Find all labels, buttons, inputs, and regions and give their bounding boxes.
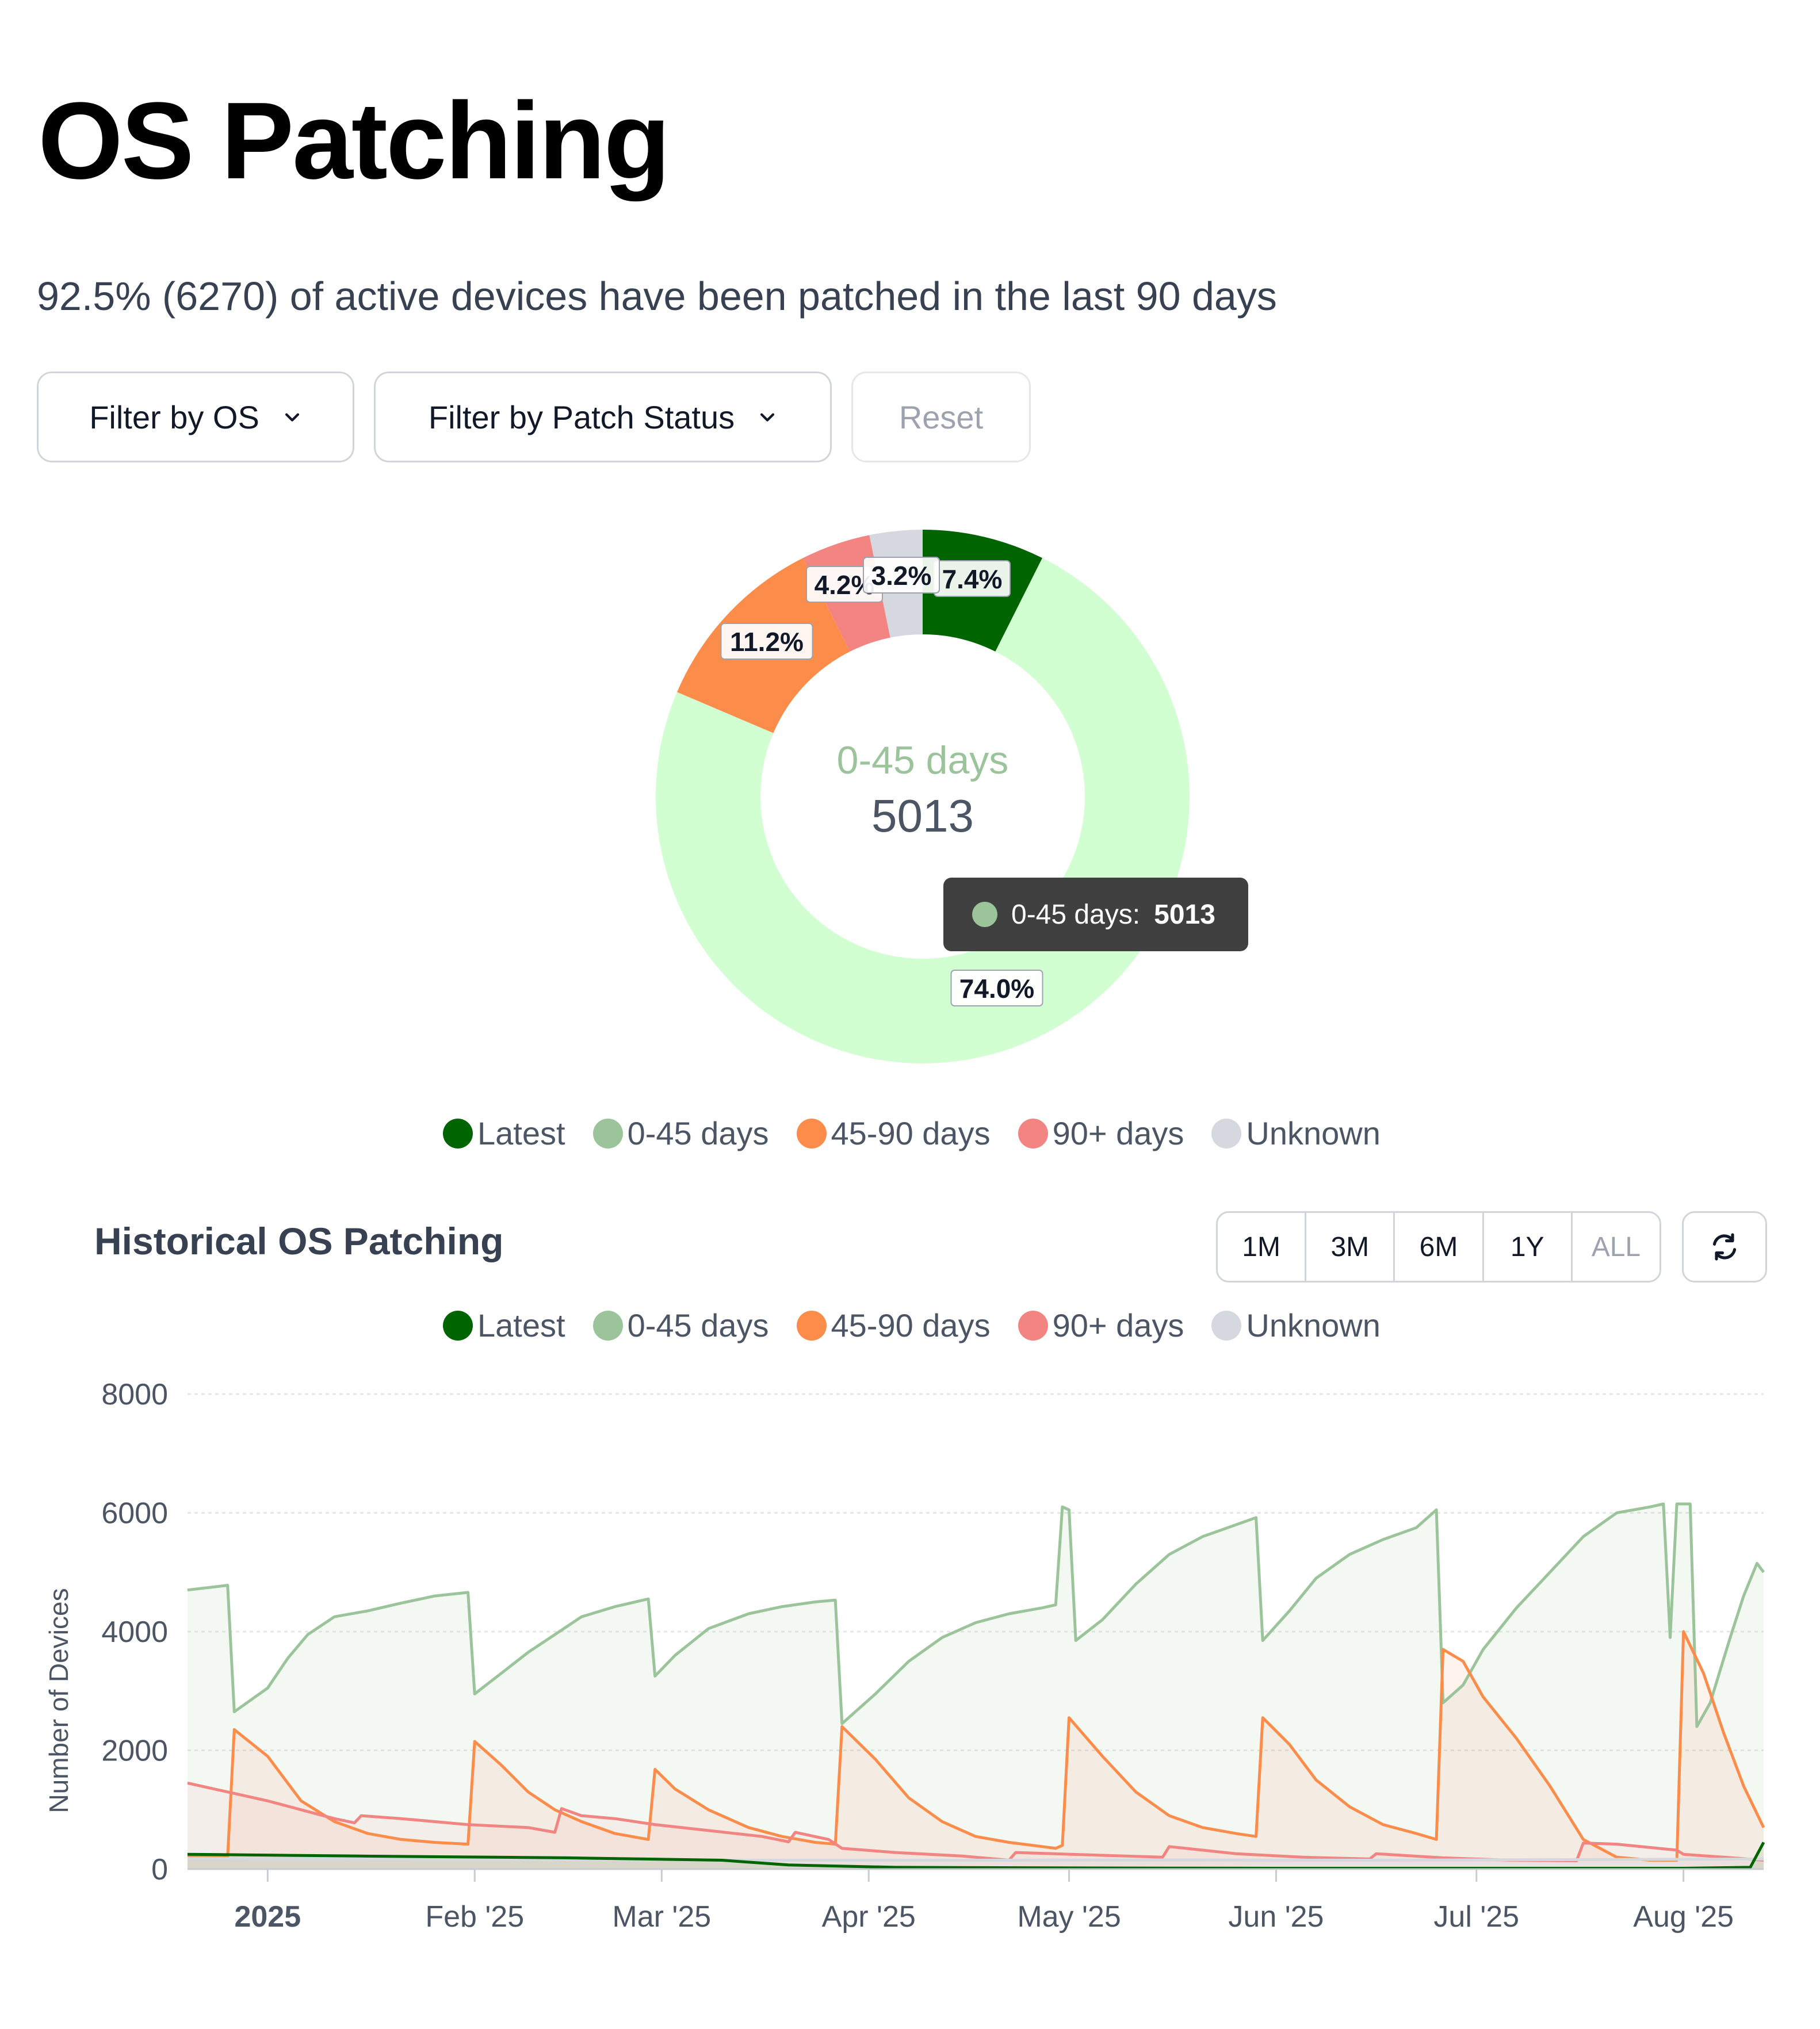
legend-dot [1211, 1118, 1242, 1149]
x-tick-label: 2025 [234, 1900, 301, 1934]
x-tick-label: Aug '25 [1633, 1900, 1734, 1934]
area-latest [188, 1842, 1764, 1869]
x-tick-label: May '25 [1017, 1900, 1121, 1934]
reset-label: Reset [898, 399, 984, 435]
page-title: OS Patching [38, 80, 671, 202]
legend-dot [592, 1118, 623, 1149]
y-axis-title: Number of Devices [44, 1588, 74, 1813]
filter-by-patch-status-label: Filter by Patch Status [428, 399, 735, 435]
area-days-90-plus [188, 1783, 1764, 1869]
filter-by-os-label: Filter by OS [89, 399, 259, 435]
legend-label: Unknown [1246, 1307, 1381, 1343]
refresh-icon [1712, 1233, 1737, 1261]
legend-item-unknown[interactable]: Unknown [1211, 1115, 1381, 1152]
donut-center-label: 0-45 days [837, 738, 1009, 782]
donut-data-label-days-45-90: 11.2% [720, 623, 813, 660]
patch-summary: 92.5% (6270) of active devices have been… [37, 274, 1277, 319]
legend-item-latest[interactable]: Latest [443, 1115, 565, 1152]
y-tick-label: 4000 [101, 1615, 168, 1649]
y-tick-label: 6000 [101, 1497, 168, 1530]
chevron-down-icon [285, 413, 299, 422]
patch-status-donut-chart: 7.4%74.0%11.2%4.2%3.2% 0-45 days 5013 [655, 530, 1190, 1063]
range-1m-button[interactable]: 1M [1218, 1213, 1307, 1281]
donut-data-label-latest: 7.4% [934, 560, 1011, 597]
legend-label: 0-45 days [627, 1115, 769, 1151]
legend-item-days-0-45[interactable]: 0-45 days [592, 1115, 769, 1152]
legend-dot [592, 1310, 623, 1341]
historical-patching-chart: 0 2000 4000 6000 8000 2025 Feb '25 Mar '25 Apr '… [44, 1378, 1765, 1934]
reset-button[interactable]: Reset [851, 372, 1031, 462]
x-tick-label: Jul '25 [1433, 1900, 1519, 1934]
legend-item-days-90-plus[interactable]: 90+ days [1018, 1115, 1184, 1152]
history-legend: Latest 0-45 days 45-90 days 90+ days Unknown [443, 1307, 1381, 1344]
legend-dot [443, 1310, 473, 1341]
tooltip-label: 0-45 days: [1011, 899, 1141, 930]
legend-label: 45-90 days [831, 1115, 991, 1151]
filter-by-os-button[interactable]: Filter by OS [37, 372, 354, 462]
range-selector: 1M 3M 6M 1Y ALL [1216, 1211, 1661, 1283]
svg-text:74.0%: 74.0% [959, 974, 1034, 1004]
legend-item-days-90-plus[interactable]: 90+ days [1018, 1307, 1184, 1344]
refresh-button[interactable] [1682, 1211, 1767, 1283]
donut-tooltip: 0-45 days: 5013 [943, 878, 1248, 951]
donut-center-value: 5013 [871, 790, 974, 841]
donut-data-label-days-0-45: 74.0% [950, 970, 1043, 1006]
range-3m-button[interactable]: 3M [1306, 1213, 1395, 1281]
legend-item-days-0-45[interactable]: 0-45 days [592, 1307, 769, 1344]
legend-label: 90+ days [1052, 1307, 1184, 1343]
series-line-latest[interactable] [187, 1842, 1765, 1870]
legend-dot [443, 1118, 473, 1149]
filter-by-patch-status-button[interactable]: Filter by Patch Status [374, 372, 832, 462]
series-line-unknown[interactable] [187, 1856, 1764, 1862]
donut-legend: Latest 0-45 days 45-90 days 90+ days Unknown [443, 1115, 1381, 1152]
tooltip-value: 5013 [1154, 899, 1215, 930]
range-6m-button[interactable]: 6M [1395, 1213, 1484, 1281]
range-1y-button[interactable]: 1Y [1484, 1213, 1573, 1281]
y-tick-label: 0 [151, 1853, 168, 1886]
legend-dot [1018, 1310, 1048, 1341]
y-tick-label: 8000 [101, 1378, 168, 1411]
donut-data-label-unknown: 3.2% [863, 557, 940, 594]
legend-item-latest[interactable]: Latest [443, 1307, 565, 1344]
legend-label: 90+ days [1052, 1115, 1184, 1151]
legend-item-days-45-90[interactable]: 45-90 days [796, 1307, 991, 1344]
area-days-0-45 [188, 1504, 1764, 1869]
legend-label: Unknown [1246, 1115, 1381, 1151]
svg-text:11.2%: 11.2% [730, 627, 804, 657]
legend-dot [1018, 1118, 1048, 1149]
legend-dot [796, 1310, 827, 1341]
x-tick-label: Jun '25 [1228, 1900, 1324, 1934]
x-tick-label: Apr '25 [822, 1900, 916, 1934]
legend-dot [796, 1118, 827, 1149]
svg-text:3.2%: 3.2% [871, 561, 932, 591]
legend-label: Latest [477, 1307, 565, 1343]
y-tick-label: 2000 [101, 1735, 168, 1768]
chevron-down-icon [760, 413, 775, 422]
series-line-days-45-90[interactable] [188, 1630, 1765, 1862]
legend-label: 45-90 days [831, 1307, 991, 1343]
legend-label: Latest [477, 1115, 565, 1151]
historical-title: Historical OS Patching [94, 1220, 504, 1262]
x-tick-label: Feb '25 [425, 1900, 524, 1934]
series-line-days-0-45[interactable] [187, 1502, 1765, 1728]
area-days-45-90 [188, 1632, 1764, 1869]
legend-dot [1211, 1310, 1242, 1341]
x-tick-label: Mar '25 [612, 1900, 711, 1934]
legend-item-unknown[interactable]: Unknown [1211, 1307, 1381, 1344]
range-all-button[interactable]: ALL [1591, 1231, 1641, 1262]
legend-item-days-45-90[interactable]: 45-90 days [796, 1115, 991, 1152]
tooltip-series-dot [972, 902, 997, 927]
svg-text:7.4%: 7.4% [942, 564, 1003, 594]
legend-label: 0-45 days [627, 1307, 769, 1343]
